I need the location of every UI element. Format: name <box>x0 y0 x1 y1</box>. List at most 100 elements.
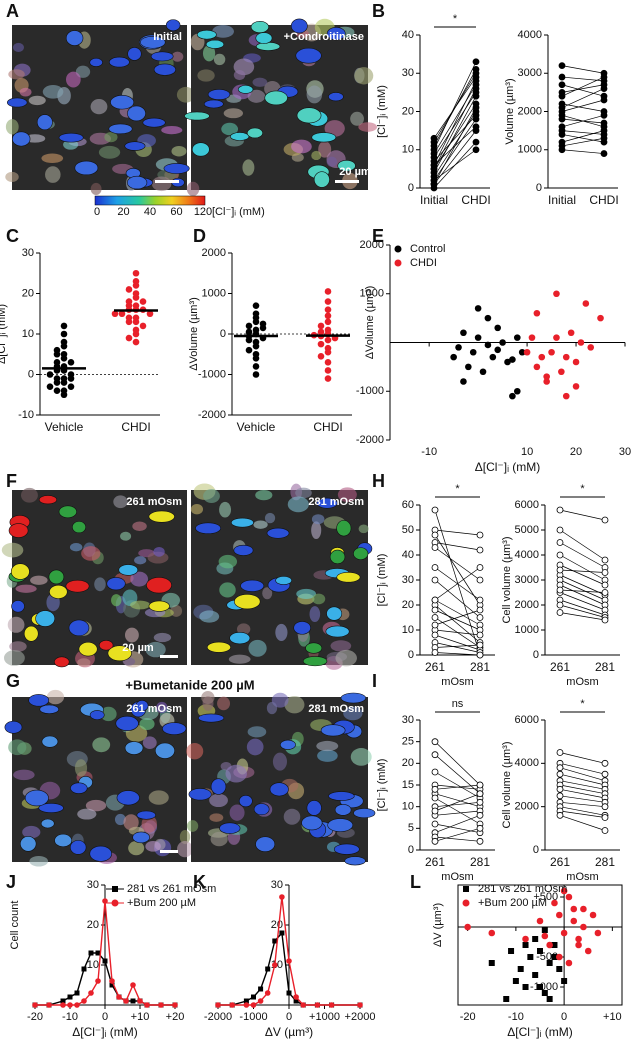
point <box>430 180 438 188</box>
point <box>265 966 271 972</box>
cell <box>85 799 107 812</box>
y-tick-label: 0 <box>28 368 34 380</box>
point <box>146 310 154 318</box>
point <box>601 803 609 811</box>
cell <box>283 808 301 825</box>
point <box>252 318 260 326</box>
labelled-cell <box>311 132 337 143</box>
labelled-cell <box>40 818 55 829</box>
pair-line <box>559 762 606 775</box>
point <box>430 150 438 157</box>
x-tick-label: -2000 <box>204 1011 232 1023</box>
point <box>300 1002 307 1008</box>
cell <box>156 701 168 714</box>
significance: * <box>580 698 585 710</box>
point <box>431 807 439 815</box>
labelled-cell <box>38 802 64 813</box>
point <box>431 596 439 604</box>
point <box>286 990 292 996</box>
point <box>430 134 438 142</box>
panel-letter: J <box>6 872 16 892</box>
point <box>572 358 580 366</box>
point <box>109 978 115 984</box>
point <box>484 314 492 322</box>
y-tick-label: 1000 <box>515 624 539 636</box>
pair-line <box>434 599 481 626</box>
labelled-cell <box>108 123 133 135</box>
image-label: +Condroitinase <box>284 31 364 43</box>
pair-line <box>434 609 481 631</box>
cell <box>326 156 338 167</box>
point <box>572 383 580 390</box>
labelled-cell <box>28 694 50 707</box>
cell <box>98 145 121 159</box>
y-axis-label: Cell volume (µm³) <box>501 741 513 828</box>
point <box>597 314 604 322</box>
point <box>600 85 608 92</box>
pair-line <box>561 137 605 147</box>
labelled-cell <box>127 105 146 122</box>
point <box>476 651 484 659</box>
point <box>499 339 506 346</box>
panel-letter: B <box>372 1 385 21</box>
pair-line <box>559 509 606 521</box>
y-axis-label: Cell count <box>9 901 21 950</box>
y-axis-label: [Cl⁻]ᵢ (mM) <box>376 85 388 138</box>
cell <box>247 89 266 103</box>
point <box>536 917 544 925</box>
point <box>556 551 564 559</box>
point <box>431 621 439 629</box>
point <box>455 344 462 351</box>
cell <box>111 594 122 607</box>
pair-line <box>434 801 481 808</box>
image-label: 261 mOsm <box>126 703 182 715</box>
labelled-cell <box>336 520 352 537</box>
point <box>472 58 480 66</box>
point <box>215 1002 221 1008</box>
y-tick-label: 40 <box>402 549 414 561</box>
y-tick-label: 30 <box>402 574 414 586</box>
point <box>556 526 564 534</box>
y-tick-label: 50 <box>402 524 414 536</box>
scale-bar <box>155 180 179 183</box>
significance: * <box>453 13 458 25</box>
pair-line <box>433 103 477 170</box>
pair-line <box>434 784 481 790</box>
labelled-cell <box>132 831 150 844</box>
panel-letter: E <box>372 226 384 246</box>
y-tick-label: 2000 <box>518 105 542 117</box>
x-tick-label: -10 <box>62 1011 78 1023</box>
cell <box>287 496 309 513</box>
y-axis-label: [Cl⁻]ᵢ (mM) <box>376 554 388 607</box>
labelled-cell <box>108 56 130 68</box>
point <box>324 288 332 295</box>
cell <box>309 606 321 623</box>
labelled-cell <box>230 132 250 141</box>
x-tick-label: -10 <box>508 1011 524 1023</box>
cell <box>350 111 364 126</box>
pair-line <box>561 149 605 154</box>
labelled-cell <box>230 517 254 528</box>
x-axis-label: Δ[Cl⁻]ᵢ (mM) <box>507 1025 573 1039</box>
point <box>431 506 439 514</box>
point <box>431 768 439 776</box>
cell <box>9 641 27 652</box>
point <box>67 375 75 382</box>
labelled-cell <box>184 111 210 121</box>
labelled-cell <box>195 522 221 535</box>
cell <box>221 122 239 136</box>
point <box>123 998 129 1004</box>
cell <box>92 737 111 753</box>
point <box>570 905 578 913</box>
point <box>139 322 147 330</box>
y-tick-label: 4000 <box>518 29 542 41</box>
labelled-cell <box>293 621 311 635</box>
cell <box>130 571 149 587</box>
pair-line <box>434 534 481 606</box>
cell <box>20 487 38 503</box>
point <box>431 649 439 656</box>
pair-line <box>559 604 606 618</box>
y-axis-label: Δ[Cl⁻]ᵢ (mM) <box>0 304 8 364</box>
y-tick-label: 10 <box>402 801 414 813</box>
point <box>317 352 325 360</box>
